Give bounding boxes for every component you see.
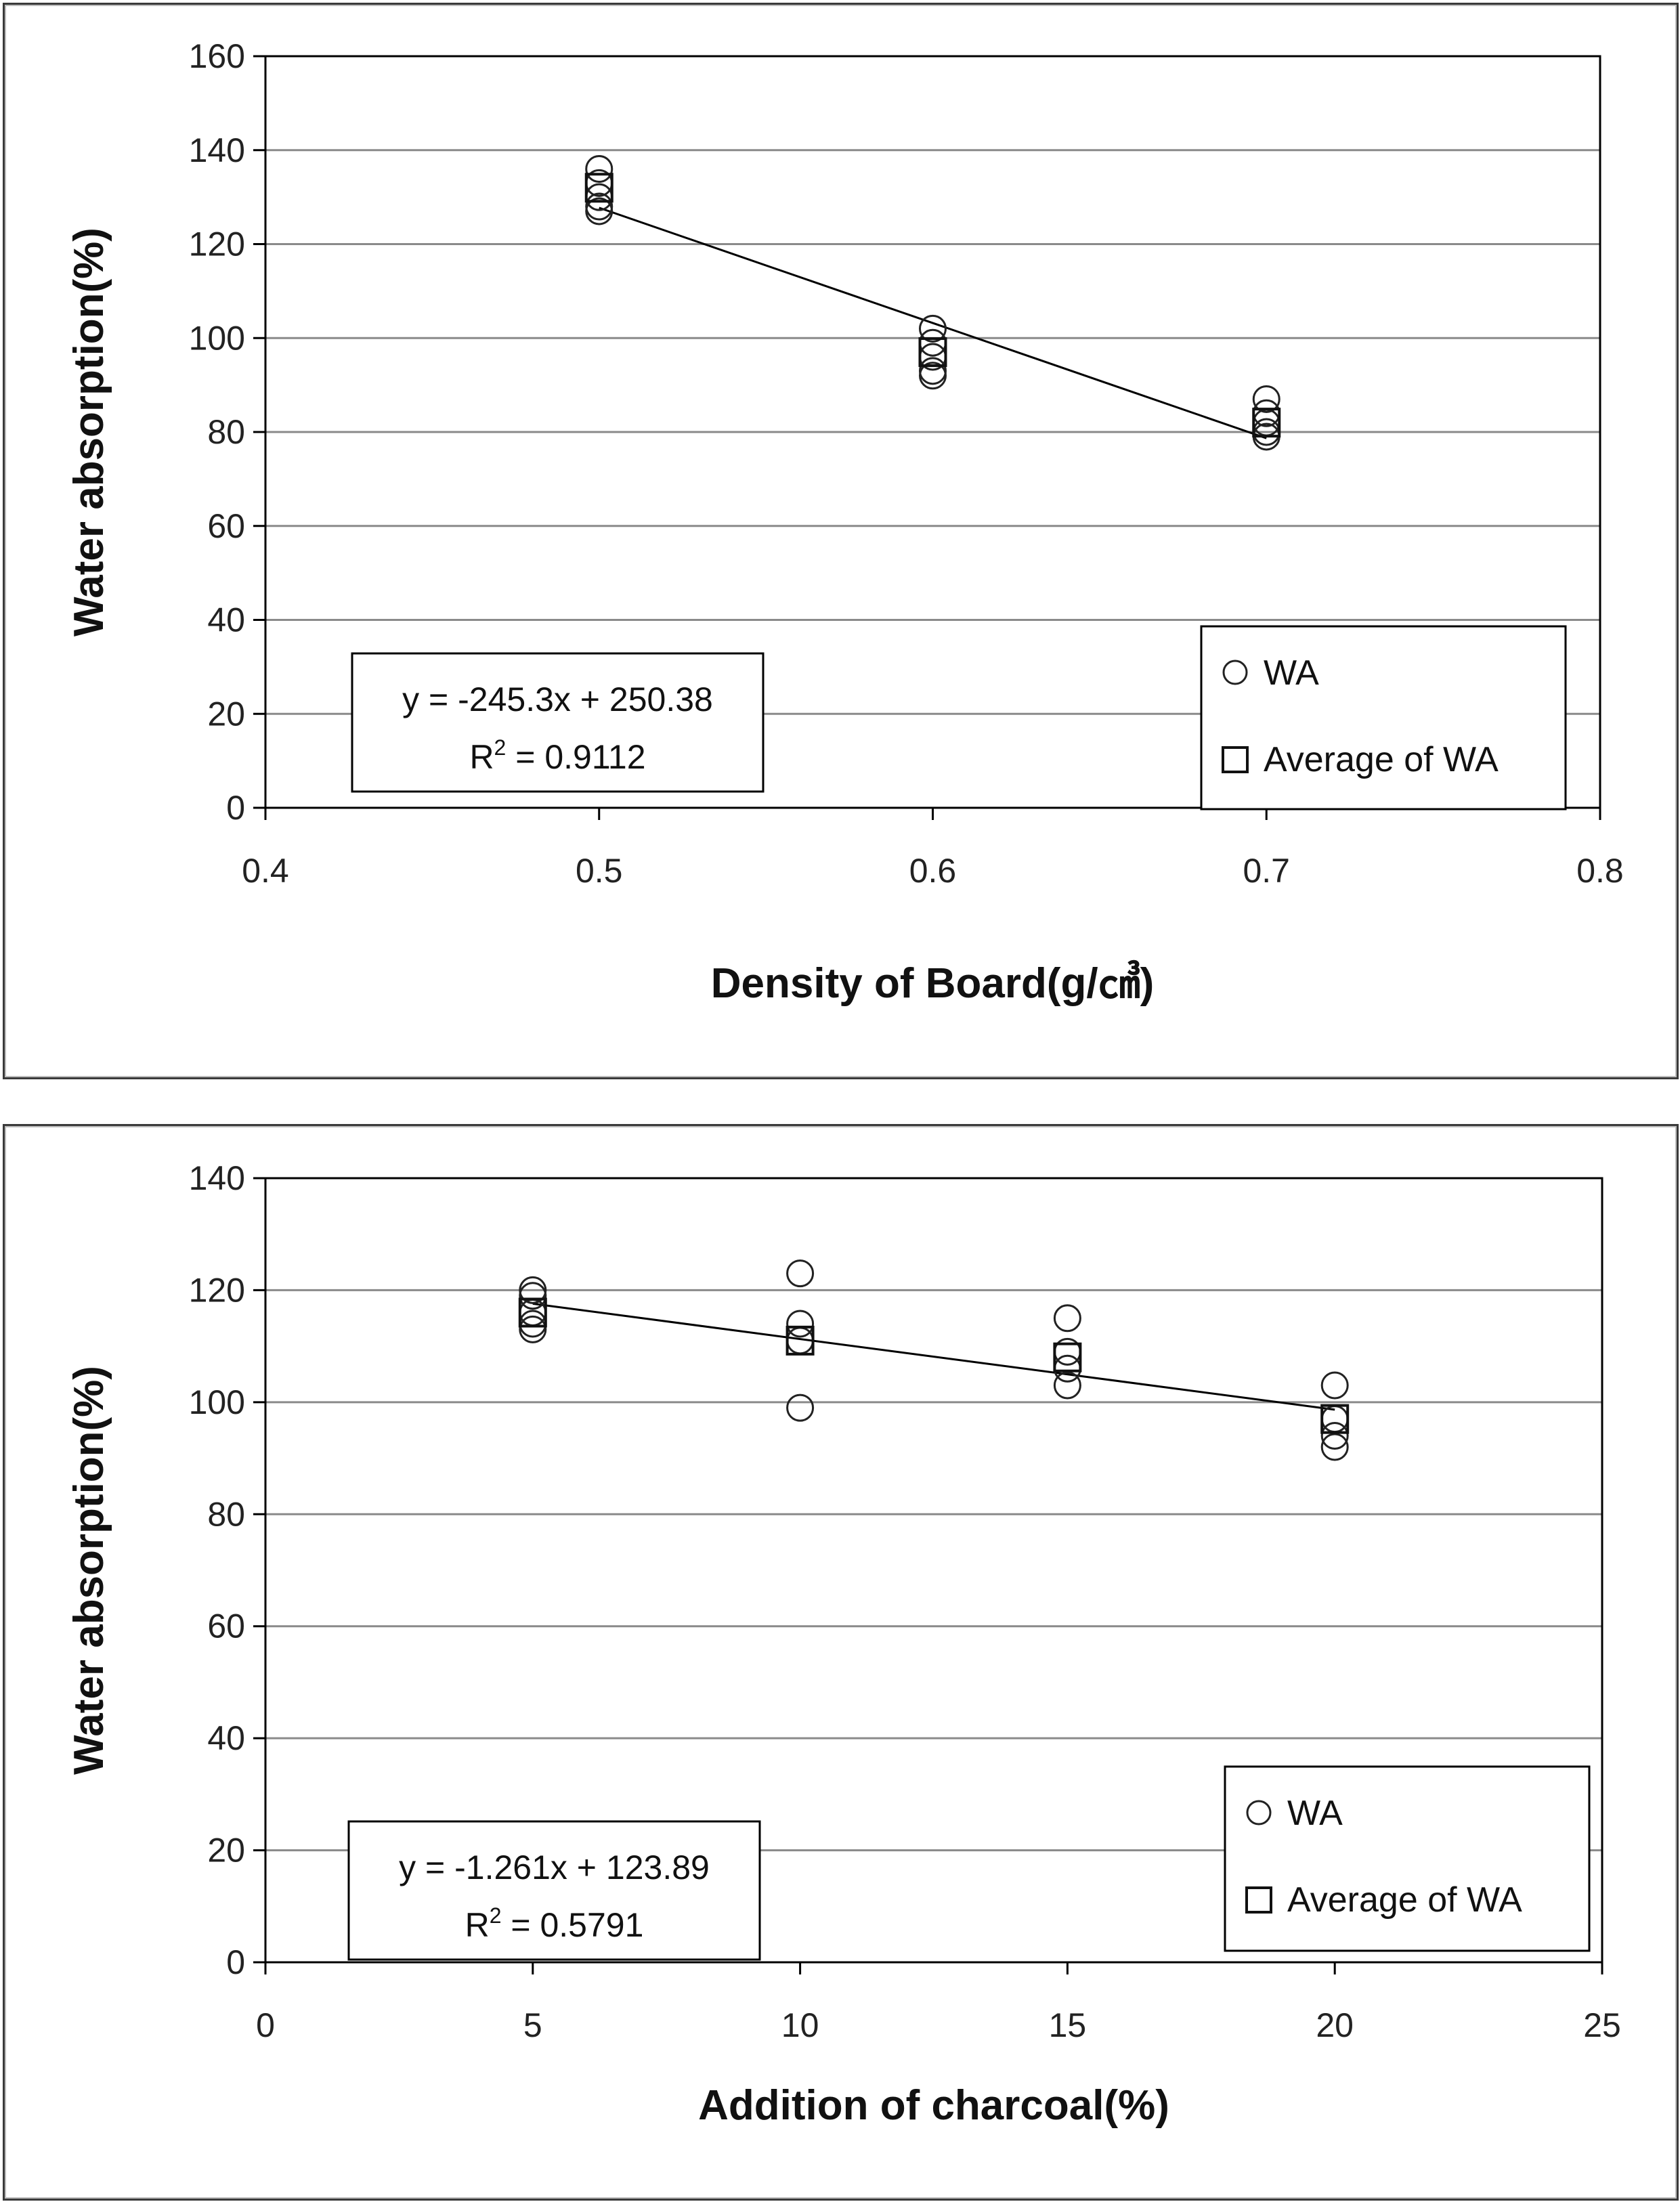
average-point	[785, 1325, 815, 1356]
x-tick-label: 0.6	[909, 852, 957, 890]
y-tick-label: 0	[226, 1943, 245, 1981]
chart-panel-density: 0 20 40 60 80 100 120 140 160 0.4 0.5 0.6 0.7 0.8 Dens…	[3, 3, 1679, 1079]
trendline-equation: y = -1.261x + 123.89	[399, 1849, 710, 1886]
wa-point	[1053, 1371, 1081, 1400]
average-point	[1320, 1404, 1350, 1434]
wa-point	[919, 314, 947, 343]
average-point	[518, 1297, 547, 1328]
average-point	[1053, 1342, 1082, 1373]
y-axis-title: Water absorption(%)	[66, 1366, 112, 1775]
y-tick-label: 60	[207, 1607, 245, 1645]
trendline-equation: y = -245.3x + 250.38	[402, 680, 713, 718]
y-tick-label: 60	[207, 507, 245, 545]
r-squared-value: = 0.5791	[501, 1906, 643, 1944]
wa-point	[585, 155, 613, 183]
r-squared-prefix: R	[465, 1906, 490, 1944]
density-scatter-chart: 0 20 40 60 80 100 120 140 160 0.4 0.5 0.6 0.7 0.8 Dens…	[66, 37, 1624, 1007]
x-axis-title: Addition of charcoal(%)	[698, 2082, 1169, 2129]
y-tick-label: 40	[207, 1719, 245, 1757]
wa-point	[1252, 385, 1280, 413]
wa-point	[786, 1393, 815, 1422]
wa-point	[519, 1282, 547, 1310]
trendline-equation-box	[351, 652, 764, 793]
legend-box	[1224, 1765, 1591, 1952]
wa-point	[519, 1310, 547, 1338]
y-tick-label: 160	[189, 37, 245, 75]
r-squared: R2 = 0.5791	[465, 1903, 644, 1944]
wa-point	[919, 362, 947, 390]
trendline	[532, 1302, 1335, 1411]
wa-point	[1053, 1304, 1081, 1333]
y-tick-label: 100	[189, 319, 245, 357]
wa-point	[786, 1310, 815, 1338]
trendline	[599, 207, 1267, 439]
chart-panel-charcoal: 0 20 40 60 80 100 120 140 0 5 10 15 20 25 Addition of …	[3, 1124, 1679, 2201]
average-point	[584, 173, 613, 203]
r-squared-exponent: 2	[490, 1903, 502, 1928]
average-point	[1252, 408, 1281, 438]
legend-average-label: Average of WA	[1287, 1880, 1522, 1920]
y-tick-label: 80	[207, 1495, 245, 1533]
legend-wa-marker	[1246, 1800, 1272, 1825]
wa-point	[519, 1315, 547, 1343]
charcoal-scatter-chart: 0 20 40 60 80 100 120 140 0 5 10 15 20 25 Addition of …	[66, 1159, 1621, 2129]
x-tick-label: 5	[523, 2006, 542, 2044]
wa-point	[919, 328, 947, 357]
legend-wa-marker	[1222, 660, 1248, 685]
y-tick-label: 20	[207, 1832, 245, 1870]
x-tick-label: 0.7	[1243, 852, 1290, 890]
x-tick-label: 0.4	[242, 852, 289, 890]
r-squared-exponent: 2	[494, 735, 507, 760]
r-squared: R2 = 0.9112	[469, 735, 645, 776]
x-axis-title: Density of Board(g/㎤)	[711, 959, 1154, 1007]
y-tick-label: 80	[207, 413, 245, 451]
legend-average-marker	[1222, 746, 1249, 773]
wa-point	[1320, 1371, 1349, 1400]
y-tick-label: 0	[226, 789, 245, 827]
x-tick-label: 0.5	[576, 852, 623, 890]
x-tick-label: 0	[256, 2006, 275, 2044]
y-axis-title: Water absorption(%)	[66, 228, 112, 636]
y-tick-label: 140	[189, 1159, 245, 1197]
y-tick-label: 100	[189, 1383, 245, 1421]
y-tick-label: 120	[189, 225, 245, 263]
legend-wa-label: WA	[1287, 1794, 1343, 1833]
x-tick-label: 0.8	[1576, 852, 1624, 890]
plot-area	[264, 1177, 1603, 1964]
wa-point	[1320, 1433, 1349, 1461]
legend-box	[1200, 625, 1567, 811]
wa-point	[519, 1276, 547, 1304]
legend-average-marker	[1245, 1886, 1272, 1914]
x-tick-label: 10	[781, 2006, 819, 2044]
trendline-equation-box	[347, 1820, 761, 1961]
x-tick-label: 25	[1583, 2006, 1621, 2044]
wa-point	[1320, 1421, 1349, 1450]
y-tick-label: 140	[189, 131, 245, 169]
legend-average-label: Average of WA	[1264, 740, 1499, 779]
x-tick-label: 20	[1316, 2006, 1354, 2044]
average-point	[918, 337, 947, 368]
wa-point	[585, 197, 613, 225]
y-tick-label: 120	[189, 1271, 245, 1309]
legend-wa-label: WA	[1264, 653, 1319, 693]
r-squared-value: = 0.9112	[506, 738, 645, 776]
x-tick-label: 15	[1049, 2006, 1087, 2044]
r-squared-prefix: R	[469, 738, 494, 776]
y-tick-label: 40	[207, 601, 245, 639]
wa-point	[786, 1259, 815, 1288]
y-tick-label: 20	[207, 695, 245, 733]
